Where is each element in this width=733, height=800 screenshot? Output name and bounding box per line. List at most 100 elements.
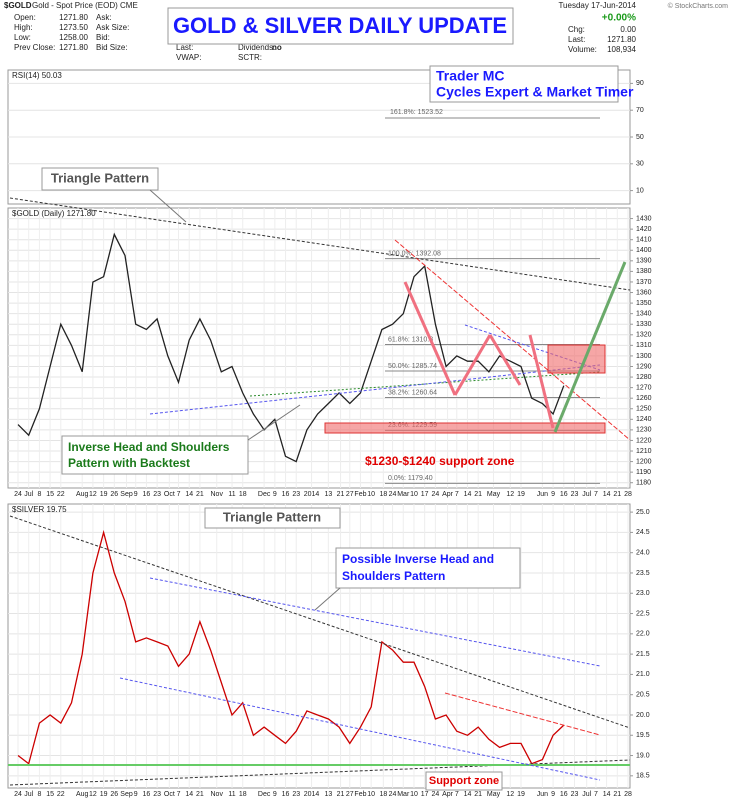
x-tick-label: 23	[292, 491, 300, 498]
x-tick-label: 14	[603, 791, 611, 798]
field-label: Ask Size:	[96, 23, 129, 32]
x-tick-label: Mar	[397, 791, 410, 798]
y-tick-label: 1400	[636, 247, 652, 254]
x-tick-label: 11	[228, 791, 235, 798]
panel-title: RSI(14) 50.03	[12, 71, 62, 80]
author-box	[429, 65, 619, 103]
x-tick-label: 16	[282, 491, 290, 498]
date: Tuesday 17-Jun-2014	[558, 1, 636, 10]
x-tick-label: 10	[410, 791, 418, 798]
x-tick-label: 16	[143, 791, 151, 798]
field-label: Ask:	[96, 13, 112, 22]
y-tick-label: 50	[636, 134, 644, 141]
trend-line	[394, 239, 631, 441]
x-tick-label: 19	[100, 791, 108, 798]
x-tick-label: 24	[389, 491, 397, 498]
x-tick-label: 21	[337, 791, 345, 798]
x-tick-label: 21	[474, 491, 482, 498]
x-tick-label: Aug	[76, 791, 89, 798]
x-tick-label: 23	[571, 491, 579, 498]
y-tick-label: 1380	[636, 268, 652, 275]
x-tick-label: 14	[185, 791, 193, 798]
x-tick-label: Jun	[537, 791, 548, 798]
x-tick-label: Nov	[211, 491, 224, 498]
banner-box	[167, 7, 514, 45]
x-tick-label: May	[487, 791, 501, 798]
header-fields: Open: 1271.80 High: 1273.50 Low: 1258.00 Prev …	[14, 13, 637, 62]
x-tick-label: 2014	[304, 791, 320, 798]
x-tick-label: 28	[624, 491, 632, 498]
y-tick-label: 1210	[636, 448, 652, 455]
series-name: $SILVER 19.75	[12, 505, 67, 514]
y-tick-label: 1250	[636, 406, 652, 413]
fib-label: 50.0%: 1285.74	[388, 363, 437, 370]
x-tick-label: 21	[613, 491, 621, 498]
field-label: Last:	[176, 43, 193, 52]
x-tick-label: Jul	[582, 491, 591, 498]
x-tick-label: 7	[177, 491, 181, 498]
x-tick-label: 14	[464, 491, 472, 498]
change-pct: +0.00%	[602, 13, 636, 24]
trend-line	[119, 677, 601, 781]
x-tick-label: 10	[410, 491, 418, 498]
x-tick-label: 26	[110, 491, 118, 498]
x-tick-label: 8	[37, 791, 41, 798]
y-tick-label: 1320	[636, 332, 652, 339]
support-zone	[324, 422, 606, 434]
field-label: SCTR:	[238, 53, 262, 62]
x-tick-label: 7	[594, 491, 598, 498]
y-tick-label: 10	[636, 187, 644, 194]
x-tick-label: 7	[177, 791, 181, 798]
x-tick-label: 21	[474, 791, 482, 798]
trend-line	[9, 515, 631, 729]
x-tick-label: 18	[239, 491, 247, 498]
x-tick-label: 9	[134, 491, 138, 498]
x-tick-label: 13	[324, 491, 332, 498]
field-label: Low:	[14, 33, 31, 42]
y-tick-label: 1410	[636, 237, 652, 244]
x-tick-label: 16	[560, 791, 568, 798]
y-tick-label: 18.5	[636, 773, 650, 780]
x-tick-label: 24	[389, 791, 397, 798]
resistance-zone	[547, 344, 606, 374]
x-tick-label: Apr	[442, 491, 454, 498]
x-tick-label: 12	[506, 491, 514, 498]
field-value: 1258.00	[59, 33, 88, 42]
field-value: 1271.80	[59, 43, 88, 52]
x-tick-label: 9	[134, 791, 138, 798]
x-tick-label: 9	[551, 791, 555, 798]
field-label: Bid:	[96, 33, 110, 42]
x-tick-label: 14	[603, 491, 611, 498]
y-tick-label: 21.5	[636, 651, 650, 658]
x-tick-label: 26	[110, 791, 118, 798]
annotation: Triangle Pattern	[223, 509, 321, 524]
wave-arrow	[528, 334, 555, 429]
x-tick-label: 24	[431, 791, 439, 798]
panel-frame	[7, 503, 631, 789]
x-tick-label: Mar	[397, 491, 410, 498]
x-tick-label: Dec	[258, 491, 271, 498]
y-tick-label: 23.5	[636, 570, 650, 577]
field-value: no	[272, 43, 282, 52]
x-tick-label: 15	[46, 491, 54, 498]
x-tick-label: 15	[46, 791, 54, 798]
x-tick-label: 17	[421, 791, 429, 798]
x-tick-label: Jul	[24, 491, 33, 498]
x-tick-label: 21	[196, 791, 204, 798]
x-tick-label: 2014	[304, 491, 320, 498]
x-tick-label: Jun	[537, 491, 548, 498]
y-tick-label: 1300	[636, 353, 652, 360]
x-tick-label: 22	[57, 491, 65, 498]
y-tick-label: 25.0	[636, 509, 650, 516]
field-label: VWAP:	[176, 53, 201, 62]
x-tick-label: 23	[571, 791, 579, 798]
wave-arrow	[488, 334, 522, 386]
y-tick-label: 1420	[636, 226, 652, 233]
field-value: 1273.50	[59, 23, 88, 32]
x-tick-label: 9	[273, 491, 277, 498]
y-tick-label: 1290	[636, 363, 652, 370]
annotation-arrow	[247, 404, 301, 441]
x-tick-label: Sep	[120, 791, 133, 798]
x-tick-label: Apr	[442, 791, 454, 798]
projection-arrow	[553, 261, 627, 433]
